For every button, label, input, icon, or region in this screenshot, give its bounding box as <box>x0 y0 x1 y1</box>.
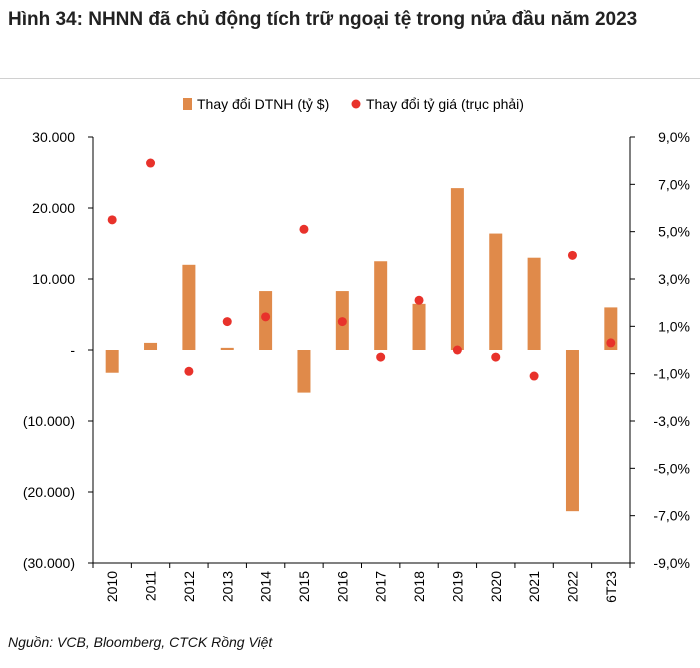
dot-point <box>529 371 539 381</box>
right-tick-label: -9,0% <box>653 555 690 571</box>
right-tick-label: -5,0% <box>653 460 690 476</box>
dot-point <box>107 215 117 225</box>
bar <box>450 188 464 350</box>
dot-point <box>414 295 424 305</box>
left-tick-label: (30.000) <box>23 555 75 571</box>
x-tick-label: 6T23 <box>603 571 619 603</box>
bar <box>527 257 541 350</box>
left-tick-label: 20.000 <box>32 200 75 216</box>
right-tick-label: -3,0% <box>653 413 690 429</box>
bar <box>105 350 119 373</box>
left-tick-label: 10.000 <box>32 271 75 287</box>
dot-point <box>222 317 232 327</box>
right-tick-label: -7,0% <box>653 508 690 524</box>
title-divider <box>0 78 700 79</box>
dot-point <box>337 317 347 327</box>
x-tick-label: 2019 <box>449 571 465 602</box>
bar <box>412 303 426 350</box>
x-tick-label: 2012 <box>181 571 197 602</box>
x-tick-label: 2020 <box>488 571 504 602</box>
bar <box>604 307 618 350</box>
x-tick-label: 2021 <box>526 571 542 602</box>
dot-point <box>261 312 271 322</box>
legend-bar-label: Thay đổi DTNH (tỷ $) <box>197 96 329 112</box>
bar <box>489 233 503 350</box>
bar <box>144 342 158 350</box>
dot-point <box>146 158 156 168</box>
right-tick-label: 1,0% <box>658 318 690 334</box>
left-tick-label: - <box>70 342 75 358</box>
axes: 30.000 20.000 10.000 - (10.000) (20.000) (30.0… <box>23 129 690 603</box>
legend-dot-label: Thay đổi tỷ giá (trục phải) <box>366 96 524 112</box>
bar <box>182 264 196 350</box>
x-tick-label: 2017 <box>373 571 389 602</box>
x-tick-label: 2010 <box>104 571 120 602</box>
dot-point <box>376 352 386 362</box>
x-tick-label: 2015 <box>296 571 312 602</box>
right-tick-label: 9,0% <box>658 129 690 145</box>
dot-point <box>606 338 616 348</box>
x-tick-label: 2022 <box>564 571 580 602</box>
x-tick-label: 2011 <box>143 571 159 601</box>
legend-dot-swatch <box>351 99 361 109</box>
right-tick-label: -1,0% <box>653 366 690 382</box>
bar-series <box>105 188 618 512</box>
left-tick-label: 30.000 <box>32 129 75 145</box>
right-tick-label: 7,0% <box>658 176 690 192</box>
dot-point <box>184 366 194 376</box>
dot-series <box>107 158 616 381</box>
left-tick-label: (20.000) <box>23 484 75 500</box>
bar <box>374 261 388 350</box>
bar <box>565 350 579 512</box>
dot-point <box>452 345 462 355</box>
legend-bar-swatch <box>183 98 192 110</box>
x-tick-label: 2014 <box>258 571 274 602</box>
bar <box>220 347 234 350</box>
dot-point <box>491 352 501 362</box>
right-tick-label: 5,0% <box>658 224 690 240</box>
right-tick-label: 3,0% <box>658 271 690 287</box>
dot-point <box>299 224 309 234</box>
bar <box>297 350 311 393</box>
left-tick-label: (10.000) <box>23 413 75 429</box>
chart-title: Hình 34: NHNN đã chủ động tích trữ ngoại… <box>8 9 638 30</box>
x-tick-label: 2018 <box>411 571 427 602</box>
x-tick-label: 2016 <box>334 571 350 602</box>
source-note: Nguồn: VCB, Bloomberg, CTCK Rồng Việt <box>8 634 273 650</box>
legend: Thay đổi DTNH (tỷ $) Thay đổi tỷ giá (trụ… <box>183 96 524 112</box>
dot-point <box>567 250 577 260</box>
x-tick-label: 2013 <box>219 571 235 602</box>
